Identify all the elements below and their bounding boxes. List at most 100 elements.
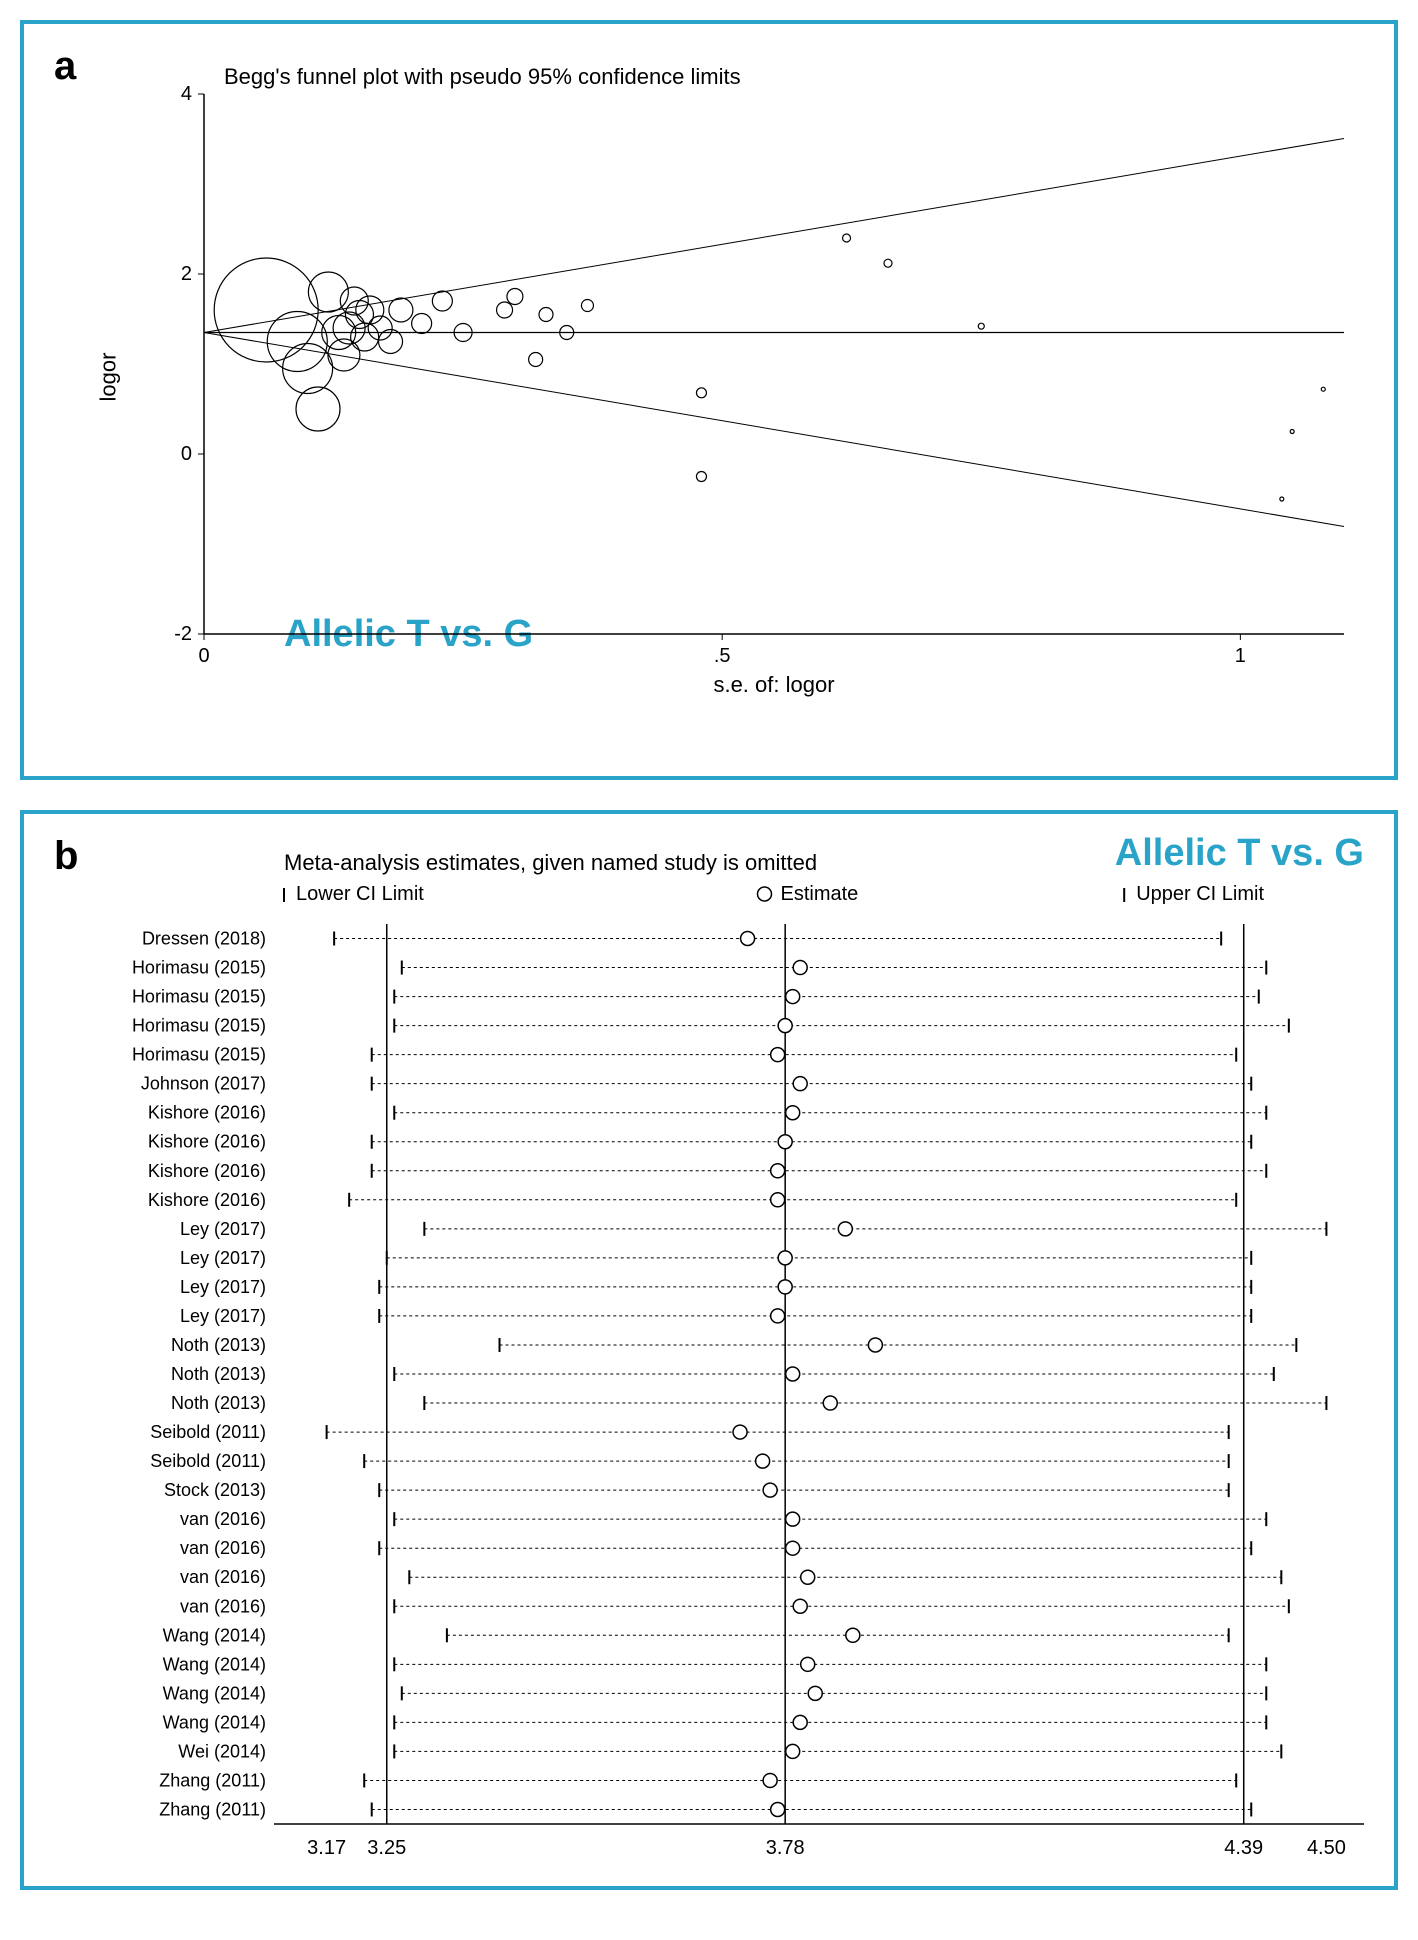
svg-text:2: 2	[181, 263, 192, 285]
svg-text:3.25: 3.25	[367, 1837, 406, 1859]
funnel-point	[432, 291, 452, 311]
funnel-point	[978, 323, 984, 329]
panel-a-ylabel: logor	[95, 353, 121, 402]
estimate-point	[763, 1773, 777, 1787]
svg-text:4.39: 4.39	[1224, 1837, 1263, 1859]
study-label: van (2016)	[180, 1509, 266, 1529]
funnel-point	[696, 388, 706, 398]
study-label: Noth (2013)	[171, 1393, 266, 1413]
study-label: Seibold (2011)	[150, 1451, 266, 1471]
funnel-point	[507, 289, 523, 305]
study-label: Kishore (2016)	[148, 1161, 266, 1181]
funnel-point	[356, 296, 384, 324]
estimate-point	[793, 1077, 807, 1091]
estimate-point	[801, 1657, 815, 1671]
svg-text:.5: .5	[714, 645, 731, 667]
study-label: Wang (2014)	[163, 1683, 266, 1703]
funnel-point	[884, 259, 892, 267]
study-label: Johnson (2017)	[141, 1074, 266, 1094]
study-label: Horimasu (2015)	[132, 958, 266, 978]
study-label: Noth (2013)	[171, 1364, 266, 1384]
study-label: Horimasu (2015)	[132, 987, 266, 1007]
funnel-point	[1290, 430, 1294, 434]
estimate-point	[786, 1512, 800, 1526]
svg-text:1: 1	[1235, 645, 1246, 667]
funnel-point	[296, 387, 340, 431]
forest-plot: Meta-analysis estimates, given named stu…	[64, 844, 1384, 1864]
estimate-point	[733, 1425, 747, 1439]
panel-b: b Allelic T vs. G Meta-analysis estimate…	[20, 810, 1398, 1890]
estimate-point	[823, 1396, 837, 1410]
estimate-point	[801, 1570, 815, 1584]
estimate-point	[793, 1599, 807, 1613]
svg-text:-2: -2	[174, 623, 192, 645]
estimate-point	[741, 932, 755, 946]
study-label: Zhang (2011)	[159, 1770, 266, 1790]
funnel-point	[214, 258, 318, 362]
panel-a: a Allelic T vs. G logor Begg's funnel pl…	[20, 20, 1398, 780]
study-label: Kishore (2016)	[148, 1132, 266, 1152]
funnel-point	[581, 300, 593, 312]
estimate-point	[778, 1019, 792, 1033]
panel-a-xlabel: s.e. of: logor	[713, 672, 834, 697]
funnel-point	[412, 314, 432, 334]
funnel-point	[539, 308, 553, 322]
estimate-point	[771, 1164, 785, 1178]
svg-text:3.17: 3.17	[307, 1837, 346, 1859]
svg-text:0: 0	[198, 645, 209, 667]
estimate-point	[786, 1367, 800, 1381]
funnel-point	[1321, 387, 1325, 391]
study-label: Wang (2014)	[163, 1712, 266, 1732]
study-label: Ley (2017)	[180, 1277, 266, 1297]
study-label: Wang (2014)	[163, 1654, 266, 1674]
legend-est: Estimate	[781, 883, 859, 905]
study-label: Ley (2017)	[180, 1306, 266, 1326]
study-label: Ley (2017)	[180, 1248, 266, 1268]
study-label: Zhang (2011)	[159, 1799, 266, 1819]
estimate-point	[786, 1106, 800, 1120]
funnel-plot: Begg's funnel plot with pseudo 95% confi…	[164, 64, 1364, 704]
legend-upper: Upper CI Limit	[1136, 883, 1264, 905]
study-label: Horimasu (2015)	[132, 1045, 266, 1065]
estimate-point	[771, 1048, 785, 1062]
legend-lower: Lower CI Limit	[296, 883, 424, 905]
funnel-point	[529, 353, 543, 367]
study-label: Noth (2013)	[171, 1335, 266, 1355]
study-label: van (2016)	[180, 1596, 266, 1616]
estimate-point	[771, 1309, 785, 1323]
estimate-point	[778, 1280, 792, 1294]
estimate-point	[763, 1483, 777, 1497]
study-label: van (2016)	[180, 1567, 266, 1587]
funnel-point	[1280, 497, 1284, 501]
funnel-point	[696, 472, 706, 482]
estimate-point	[771, 1193, 785, 1207]
estimate-point	[756, 1454, 770, 1468]
study-label: Ley (2017)	[180, 1219, 266, 1239]
funnel-point	[283, 344, 333, 394]
estimate-point	[868, 1338, 882, 1352]
study-label: Kishore (2016)	[148, 1103, 266, 1123]
estimate-point	[771, 1802, 785, 1816]
study-label: Kishore (2016)	[148, 1190, 266, 1210]
study-label: Wang (2014)	[163, 1625, 266, 1645]
study-label: Seibold (2011)	[150, 1422, 266, 1442]
estimate-point	[808, 1686, 822, 1700]
svg-text:4.50: 4.50	[1307, 1837, 1346, 1859]
estimate-point	[793, 1715, 807, 1729]
estimate-point	[793, 961, 807, 975]
study-label: Wei (2014)	[178, 1741, 266, 1761]
study-label: Horimasu (2015)	[132, 1016, 266, 1036]
funnel-point	[267, 312, 327, 372]
panel-a-label: a	[54, 44, 76, 89]
funnel-point	[328, 339, 360, 371]
panel-b-title: Meta-analysis estimates, given named stu…	[284, 850, 817, 875]
estimate-point	[786, 1744, 800, 1758]
estimate-point	[778, 1251, 792, 1265]
study-label: Stock (2013)	[164, 1480, 266, 1500]
study-label: van (2016)	[180, 1538, 266, 1558]
estimate-point	[786, 1541, 800, 1555]
estimate-point	[838, 1222, 852, 1236]
study-label: Dressen (2018)	[142, 929, 266, 949]
estimate-point	[778, 1135, 792, 1149]
funnel-point	[497, 302, 513, 318]
